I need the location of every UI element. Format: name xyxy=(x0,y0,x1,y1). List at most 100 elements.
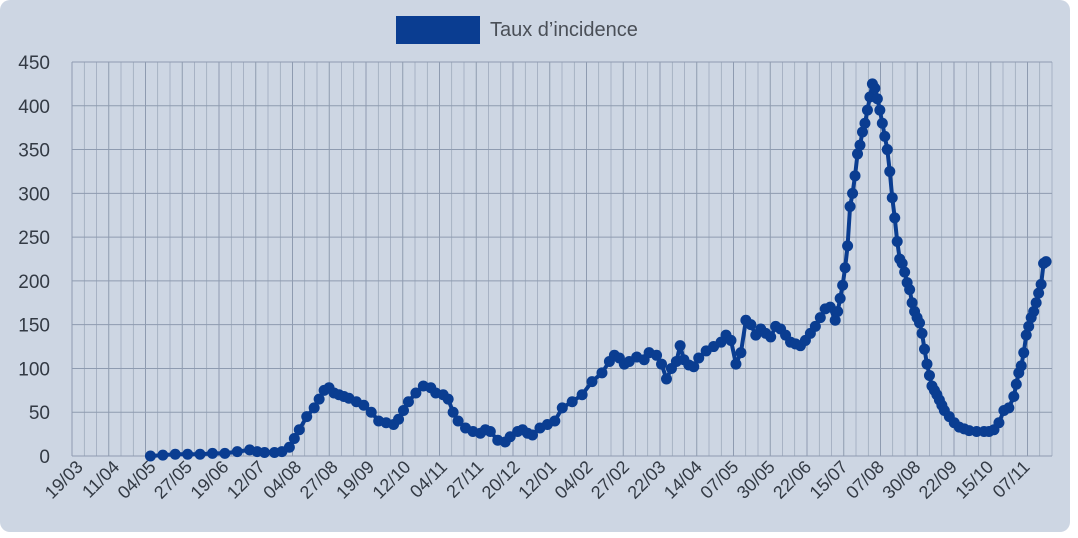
series-line xyxy=(150,81,1048,458)
y-tick-label: 450 xyxy=(18,53,50,74)
data-point xyxy=(402,396,414,408)
data-point xyxy=(576,389,588,401)
x-axis: 19/0311/0404/0527/0519/0612/0704/0827/08… xyxy=(41,457,1034,503)
data-point xyxy=(556,402,568,414)
data-point xyxy=(735,347,747,359)
y-axis: 0 50 100 150 200 250 300 350 400 450 xyxy=(18,53,50,468)
x-tick-label: 22/06 xyxy=(769,457,815,503)
x-tick-label: 04/11 xyxy=(406,457,451,502)
data-point xyxy=(879,130,891,142)
data-point xyxy=(839,262,851,274)
data-point xyxy=(308,402,320,414)
data-point xyxy=(861,104,873,116)
x-tick-label: 27/02 xyxy=(587,457,633,503)
x-tick-label: 12/01 xyxy=(514,457,560,503)
data-point xyxy=(1008,390,1020,402)
data-point xyxy=(393,413,405,425)
data-point xyxy=(899,266,911,278)
data-point xyxy=(884,165,896,177)
data-point xyxy=(1023,320,1035,332)
data-point xyxy=(397,404,409,416)
x-tick-label: 07/08 xyxy=(842,457,888,503)
data-point xyxy=(832,306,844,318)
data-point xyxy=(651,349,663,361)
data-point xyxy=(674,340,686,352)
x-tick-label: 30/08 xyxy=(878,457,924,503)
data-point xyxy=(219,447,231,459)
data-point xyxy=(834,292,846,304)
data-point xyxy=(660,373,672,385)
data-point xyxy=(871,93,883,105)
y-tick-label: 300 xyxy=(18,184,50,205)
data-point xyxy=(881,144,893,156)
data-point xyxy=(829,314,841,326)
x-tick-label: 12/07 xyxy=(223,457,269,503)
x-tick-label: 15/07 xyxy=(806,457,852,503)
data-point xyxy=(169,448,181,460)
x-tick-label: 07/05 xyxy=(696,457,742,503)
y-tick-label: 50 xyxy=(29,403,50,424)
x-tick-label: 04/05 xyxy=(114,457,160,503)
data-point xyxy=(313,393,325,405)
data-point xyxy=(842,240,854,252)
data-point xyxy=(730,358,742,370)
y-tick-label: 150 xyxy=(18,316,50,337)
data-point xyxy=(144,450,156,462)
y-tick-label: 200 xyxy=(18,272,50,293)
data-point xyxy=(157,449,169,461)
data-point xyxy=(182,448,194,460)
data-point xyxy=(259,446,271,458)
data-point xyxy=(452,415,464,427)
grid xyxy=(71,61,1053,457)
data-point xyxy=(693,352,705,364)
data-point xyxy=(194,448,206,460)
data-point xyxy=(596,367,608,379)
data-point xyxy=(484,425,496,437)
x-tick-label: 11/04 xyxy=(78,457,123,502)
data-point xyxy=(301,411,313,423)
data-point xyxy=(765,331,777,343)
data-point xyxy=(859,117,871,129)
data-point xyxy=(874,104,886,116)
y-tick-label: 400 xyxy=(18,97,50,118)
data-point xyxy=(1018,347,1030,359)
data-point xyxy=(904,284,916,296)
data-point xyxy=(283,441,295,453)
data-point xyxy=(566,396,578,408)
data-point xyxy=(745,319,757,331)
data-point xyxy=(231,446,243,458)
x-tick-label: 22/03 xyxy=(624,457,670,503)
x-tick-label: 12/10 xyxy=(369,457,415,503)
x-tick-label: 27/08 xyxy=(296,457,342,503)
data-point xyxy=(1040,256,1052,268)
data-point xyxy=(889,212,901,224)
data-point xyxy=(906,297,918,309)
data-point xyxy=(876,117,888,129)
data-point xyxy=(206,447,218,459)
data-point xyxy=(656,358,668,370)
data-point xyxy=(814,312,826,324)
legend: Taux d’incidence xyxy=(396,16,638,44)
legend-label: Taux d’incidence xyxy=(490,19,638,41)
data-point xyxy=(358,399,370,411)
x-tick-label: 20/12 xyxy=(478,457,524,503)
data-point xyxy=(1010,378,1022,390)
series-taux-incidence xyxy=(144,78,1052,462)
data-point xyxy=(847,187,859,199)
data-point xyxy=(886,192,898,204)
x-tick-label: 19/06 xyxy=(187,457,233,503)
data-point xyxy=(447,406,459,418)
data-point xyxy=(837,279,849,291)
data-point xyxy=(849,170,861,182)
y-tick-label: 0 xyxy=(39,447,50,468)
data-point xyxy=(869,82,881,94)
x-tick-label: 15/10 xyxy=(951,457,997,503)
data-point xyxy=(809,320,821,332)
data-point xyxy=(293,424,305,436)
data-point xyxy=(993,417,1005,429)
x-tick-label: 19/09 xyxy=(332,457,378,503)
x-tick-label: 07/11 xyxy=(989,457,1034,502)
data-point xyxy=(914,317,926,329)
